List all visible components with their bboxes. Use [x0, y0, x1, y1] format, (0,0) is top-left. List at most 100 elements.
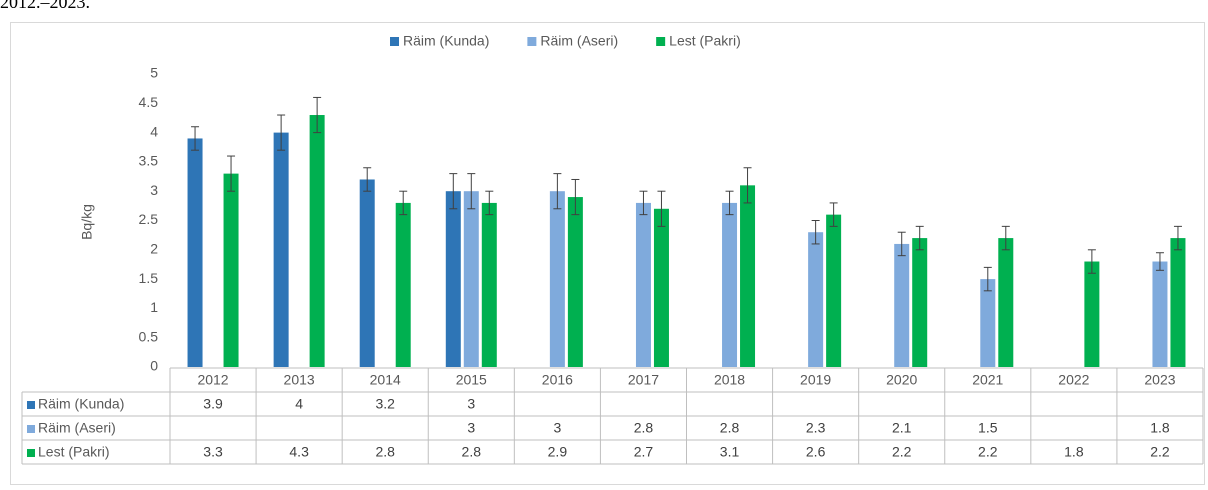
error-bar: [227, 155, 236, 192]
y-tick-label: 4: [150, 123, 158, 139]
x-tick-label: 2013: [284, 372, 315, 388]
bar: [826, 214, 842, 367]
table-swatch: [27, 401, 35, 409]
table-value: 3.1: [720, 444, 740, 460]
bar: [980, 279, 996, 367]
table-row-label: Lest (Pakri): [38, 444, 110, 460]
error-bar: [449, 173, 458, 210]
chart-frame: [10, 22, 1205, 485]
table-value: 4: [295, 396, 303, 412]
legend-swatch: [527, 37, 537, 46]
bar: [740, 185, 756, 367]
table-swatch: [27, 425, 35, 433]
bar: [1152, 261, 1168, 367]
legend-label: Räim (Kunda): [403, 33, 489, 49]
error-bar: [743, 167, 752, 204]
table-value: 2.8: [720, 420, 740, 436]
error-bar: [313, 96, 322, 134]
table-value: 1.8: [1064, 444, 1084, 460]
y-tick-label: 1: [150, 299, 158, 315]
error-bar: [277, 114, 286, 151]
table-value: 2.1: [892, 420, 912, 436]
table-value: 3.9: [203, 396, 223, 412]
bar: [223, 173, 239, 367]
error-bar: [1173, 225, 1182, 251]
bar: [359, 179, 375, 367]
x-tick-label: 2016: [542, 372, 573, 388]
error-bar: [1087, 249, 1096, 274]
table-row-label: Räim (Aseri): [38, 420, 116, 436]
table-value: 2.2: [978, 444, 998, 460]
bar: [653, 208, 669, 367]
bar: [894, 243, 910, 367]
bar: [309, 115, 325, 368]
table-row-label: Räim (Kunda): [38, 396, 124, 412]
table-value: 2.9: [548, 444, 568, 460]
legend-swatch: [390, 37, 399, 46]
table-value: 3.2: [375, 396, 395, 412]
table-value: 2.8: [462, 444, 482, 460]
table-value: 2.7: [634, 444, 654, 460]
bar: [549, 191, 565, 367]
legend-label: Räim (Aseri): [540, 33, 618, 49]
table-value: 3: [467, 396, 475, 412]
table-value: 3: [467, 420, 475, 436]
x-tick-label: 2015: [456, 372, 487, 388]
table-value: 2.8: [375, 444, 395, 460]
error-bar: [399, 190, 408, 216]
x-tick-label: 2023: [1144, 372, 1175, 388]
table-swatch: [27, 449, 35, 457]
table-value: 2.2: [892, 444, 912, 460]
y-tick-label: 2.5: [139, 211, 159, 227]
error-bar: [485, 190, 494, 216]
y-tick-label: 0.5: [139, 328, 159, 344]
y-axis-label: Bq/kg: [79, 204, 95, 240]
x-tick-label: 2012: [197, 372, 228, 388]
table-value: 2.6: [806, 444, 826, 460]
y-tick-label: 0: [150, 358, 158, 374]
table-value: 4.3: [289, 444, 309, 460]
error-bar: [1155, 252, 1164, 271]
bar: [912, 238, 928, 367]
error-bar: [657, 190, 666, 227]
bar: [998, 238, 1014, 367]
x-tick-label: 2020: [886, 372, 917, 388]
legend-swatch: [656, 37, 666, 46]
y-tick-label: 3: [150, 182, 158, 198]
error-bar: [811, 220, 820, 245]
table-value: 3: [553, 420, 561, 436]
bar: [395, 202, 411, 367]
x-tick-label: 2014: [370, 372, 401, 388]
bar: [273, 132, 289, 367]
error-bar: [1001, 225, 1010, 251]
legend-label: Lest (Pakri): [669, 33, 741, 49]
x-tick-label: 2018: [714, 372, 745, 388]
bar: [445, 191, 461, 367]
error-bar: [553, 173, 562, 210]
bar: [808, 232, 824, 367]
error-bar: [571, 178, 580, 216]
error-bar: [725, 190, 734, 216]
table-value: 1.8: [1150, 420, 1170, 436]
bar: [635, 202, 651, 367]
bar: [187, 138, 203, 367]
bar: [1084, 261, 1100, 367]
error-bar: [915, 225, 924, 251]
error-bar: [829, 202, 838, 227]
y-tick-label: 3.5: [139, 153, 159, 169]
error-bar: [639, 190, 648, 216]
bar: [722, 202, 738, 367]
table-value: 1.5: [978, 420, 998, 436]
table-value: 2.3: [806, 420, 826, 436]
y-tick-label: 4.5: [139, 94, 159, 110]
error-bar: [363, 167, 372, 192]
table-value: 2.2: [1150, 444, 1170, 460]
bar: [481, 202, 497, 367]
x-tick-label: 2017: [628, 372, 659, 388]
bar: [1170, 238, 1186, 367]
table-value: 3.3: [203, 444, 223, 460]
y-tick-label: 2: [150, 241, 158, 257]
error-bar: [191, 126, 200, 151]
y-tick-label: 1.5: [139, 270, 159, 286]
